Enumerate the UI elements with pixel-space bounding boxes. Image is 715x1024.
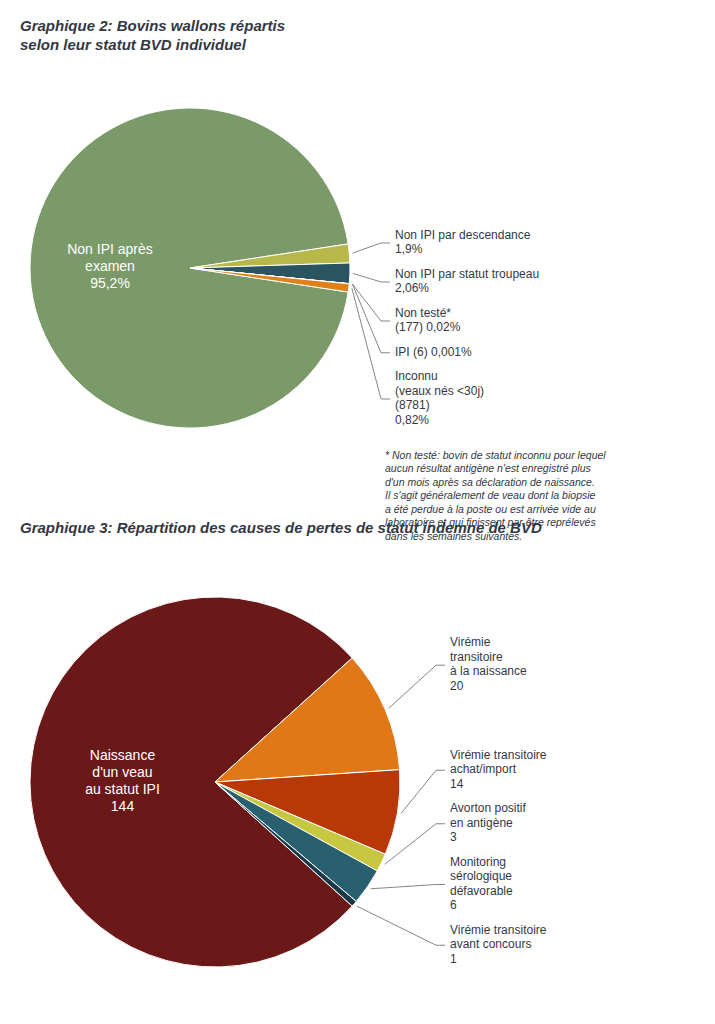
- text-line: Graphique 2: Bovins wallons répartis: [20, 17, 285, 34]
- text-line: 1: [450, 952, 457, 966]
- slice-label: Non IPI aprèsexamen95,2%: [67, 241, 153, 291]
- text-line: selon leur statut BVD individuel: [20, 36, 247, 53]
- leader-lines: [357, 665, 445, 945]
- text-line: Non IPI après: [67, 241, 153, 257]
- leader-line: [357, 906, 445, 945]
- chart-title: Graphique 3: Répartition des causes de p…: [20, 519, 542, 536]
- text-line: Monitoring: [450, 855, 506, 869]
- text-line: Non IPI par descendance: [395, 228, 531, 242]
- text-line: Virémie transitoire: [450, 748, 547, 762]
- text-line: 3: [450, 830, 457, 844]
- text-line: examen: [85, 258, 135, 274]
- leader-line: [353, 273, 390, 282]
- text-line: à la naissance: [450, 664, 527, 678]
- text-line: Virémie: [450, 635, 491, 649]
- text-line: Graphique 3: Répartition des causes de p…: [20, 519, 542, 536]
- slice-label: Naissanced'un veauau statut IPI144: [85, 747, 160, 814]
- text-line: avant concours: [450, 937, 531, 951]
- slice-label: Inconnu(veaux nés <30j)(8781)0,82%: [395, 369, 484, 427]
- text-line: au statut IPI: [85, 781, 160, 797]
- text-line: a été perdue à la poste ou est arrivée v…: [385, 503, 596, 515]
- text-line: (8781): [395, 398, 430, 412]
- text-line: IPI (6) 0,001%: [395, 345, 472, 359]
- text-line: transitoire: [450, 650, 503, 664]
- text-line: 144: [111, 798, 135, 814]
- slices: [30, 597, 400, 967]
- text-line: (veaux nés <30j): [395, 384, 484, 398]
- text-line: Naissance: [90, 747, 156, 763]
- text-line: en antigène: [450, 816, 513, 830]
- text-line: Non testé*: [395, 306, 451, 320]
- leader-line: [352, 284, 390, 321]
- slices: [30, 108, 350, 428]
- text-line: sérologique: [450, 869, 512, 883]
- page: {"chart_data": [ {"type": "pie", "title"…: [0, 0, 715, 1024]
- text-line: 0,82%: [395, 413, 429, 427]
- pie-slice: [215, 782, 377, 901]
- pie-chart: Graphique 2: Bovins wallons répartis selo…: [20, 17, 606, 542]
- text-line: 1,9%: [395, 242, 423, 256]
- leader-line: [389, 665, 445, 708]
- leader-line: [401, 770, 445, 813]
- text-line: défavorable: [450, 884, 513, 898]
- text-line: achat/import: [450, 762, 517, 776]
- leader-line: [371, 885, 445, 889]
- slice-label: Non testé*(177) 0,02%: [395, 306, 461, 335]
- figure: Graphique 2: Bovins wallons répartis selo…: [0, 0, 715, 1024]
- text-line: 2,06%: [395, 281, 429, 295]
- text-line: d'un veau: [92, 764, 152, 780]
- chart-title: Graphique 2: Bovins wallons répartis selo…: [20, 17, 285, 53]
- text-line: Virémie transitoire: [450, 923, 547, 937]
- pie-chart: Graphique 3: Répartition des causes de p…: [20, 519, 547, 967]
- chart-container: Graphique 2: Bovins wallons répartis selo…: [0, 0, 715, 1024]
- slice-label: Virémie transitoireachat/import14: [450, 748, 547, 791]
- text-line: * Non testé: bovin de statut inconnu pou…: [385, 449, 606, 461]
- slice-label: Non IPI par statut troupeau2,06%: [395, 267, 539, 296]
- text-line: (177) 0,02%: [395, 320, 461, 334]
- pie-slice: [190, 268, 349, 292]
- text-line: Il s'agit généralement de veau dont la b…: [385, 489, 596, 501]
- slice-label: Non IPI par descendance1,9%: [395, 228, 531, 257]
- text-line: Avorton positif: [450, 801, 526, 815]
- text-line: aucun résultat antigène n'est enregistré…: [385, 462, 591, 474]
- leader-line: [352, 288, 390, 399]
- leader-line: [352, 284, 390, 353]
- pie-slice: [215, 782, 356, 906]
- slice-label: Virémietransitoireà la naissance20: [450, 635, 527, 693]
- text-line: 20: [450, 679, 464, 693]
- text-line: 14: [450, 777, 464, 791]
- text-line: 95,2%: [90, 275, 130, 291]
- slice-label: Avorton positifen antigène3: [450, 801, 526, 844]
- leader-lines: [352, 243, 390, 399]
- slice-label: Monitoringsérologiquedéfavorable6: [450, 855, 513, 913]
- slice-label: IPI (6) 0,001%: [395, 345, 472, 359]
- leader-line: [353, 243, 390, 253]
- slice-label: Virémie transitoireavant concours1: [450, 923, 547, 966]
- pie-slice: [215, 658, 400, 782]
- text-line: Non IPI par statut troupeau: [395, 267, 539, 281]
- leader-line: [385, 824, 445, 865]
- text-line: d'un mois après sa déclaration de naissa…: [385, 476, 595, 488]
- text-line: Inconnu: [395, 369, 438, 383]
- text-line: 6: [450, 898, 457, 912]
